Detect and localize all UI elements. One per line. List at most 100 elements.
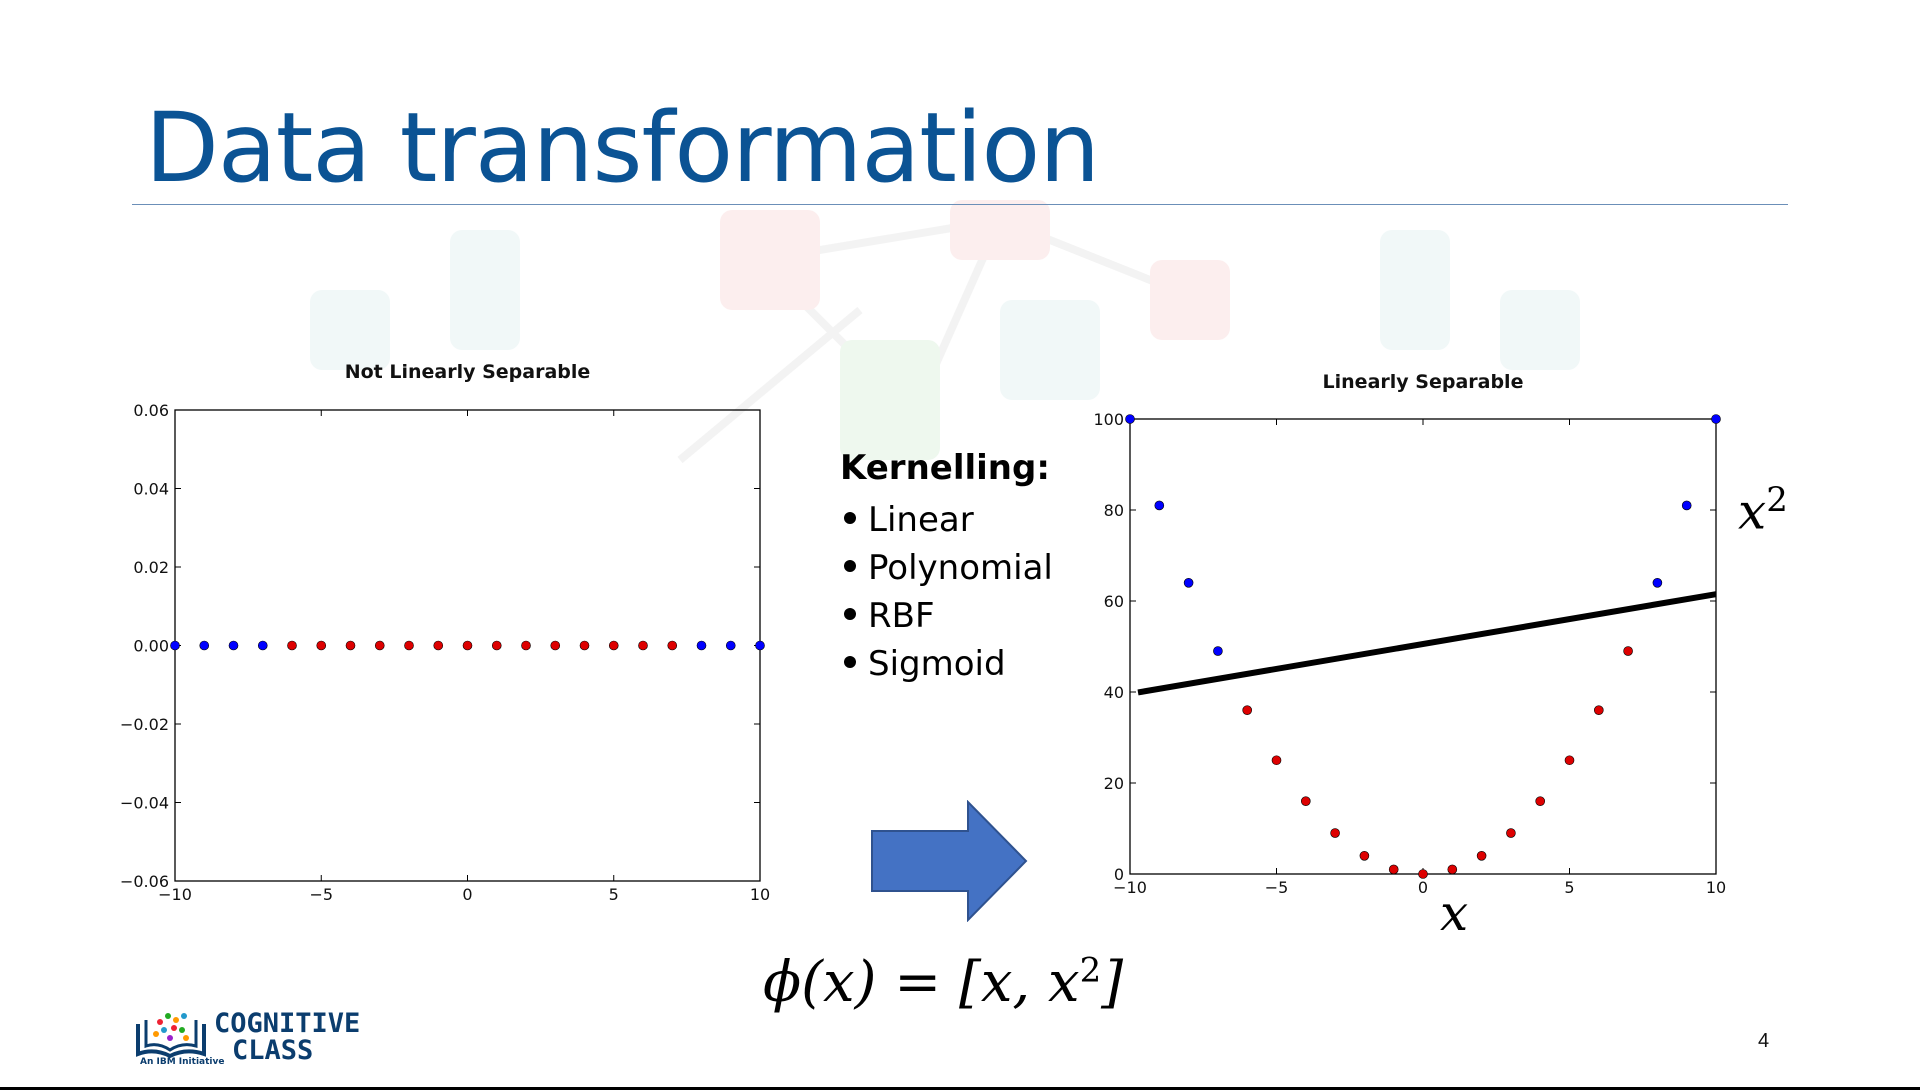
x-tick-label: 0: [1418, 878, 1428, 897]
left-chart-point: [491, 640, 502, 651]
right-chart-point: [1476, 850, 1487, 861]
y-tick-label: 0.06: [133, 401, 169, 420]
y-tick-label: 100: [1093, 410, 1124, 429]
left-chart-point: [521, 640, 531, 651]
right-chart-point: [1681, 500, 1692, 511]
kernel-item-rbf: RBF: [840, 592, 1053, 640]
slide-title: Data transformation: [145, 92, 1100, 204]
y-tick-label: −0.04: [120, 794, 169, 813]
left-chart-point: [725, 640, 736, 651]
kernel-item-linear: Linear: [840, 496, 1053, 544]
kernelling-heading: Kernelling:: [840, 448, 1050, 488]
x-tick-label: −5: [1265, 878, 1289, 897]
y-tick-label: 60: [1104, 592, 1124, 611]
y-tick-label: 0.02: [133, 558, 169, 577]
right-chart-point: [1301, 796, 1311, 807]
bullet-icon: [844, 512, 856, 524]
background-network-graphic: [310, 200, 1580, 464]
y-tick-label: 0: [1114, 865, 1124, 884]
left-chart-point: [404, 640, 414, 651]
y-axis-math-exponent: 2: [1766, 480, 1788, 520]
right-chart-point: [1330, 828, 1340, 838]
left-chart-point: [257, 640, 268, 651]
y-tick-label: −0.02: [120, 715, 169, 734]
left-chart-point: [345, 640, 356, 651]
formula-main: ϕ(x) = [x, x: [763, 950, 1080, 1015]
x-tick-label: 10: [750, 885, 770, 904]
left-chart-point: [696, 640, 707, 651]
y-tick-label: 0.00: [133, 637, 169, 656]
formula-close: ]: [1101, 950, 1124, 1015]
right-chart-title: Linearly Separable: [1323, 371, 1524, 393]
y-tick-label: −0.06: [120, 872, 169, 891]
x-tick-label: 10: [1706, 878, 1726, 897]
right-chart-point: [1359, 850, 1370, 861]
left-chart-point: [550, 640, 561, 651]
right-chart-point: [1125, 414, 1135, 424]
right-chart-point: [1506, 828, 1516, 838]
left-chart-point: [433, 640, 444, 651]
right-chart-point: [1213, 646, 1223, 656]
y-axis-math-base: x: [1738, 482, 1767, 541]
left-chart-point: [228, 640, 239, 651]
logo-line-2: CLASS: [232, 1035, 314, 1066]
right-chart-point: [1242, 705, 1252, 716]
y-axis-math-label: x2: [1738, 480, 1788, 541]
right-chart-point: [1711, 414, 1721, 424]
y-tick-label: 20: [1104, 774, 1124, 793]
kernelling-panel: Kernelling: Linear Polynomial RBF Sigmoi…: [840, 448, 1053, 688]
right-chart-point: [1535, 796, 1545, 807]
kernel-item-polynomial: Polynomial: [840, 544, 1053, 592]
x-tick-label: −10: [1113, 878, 1147, 897]
left-chart-point: [608, 640, 619, 651]
title-divider: [132, 204, 1788, 205]
slide-number: 4: [1758, 1030, 1770, 1052]
x-tick-label: 5: [609, 885, 619, 904]
kernel-label: Linear: [868, 500, 974, 540]
y-tick-label: 0.04: [133, 480, 169, 499]
left-chart-point: [287, 640, 297, 651]
right-arrow-icon: [871, 800, 1028, 922]
right-chart-point: [1623, 646, 1633, 656]
left-chart-point: [579, 640, 590, 651]
right-chart-point: [1271, 755, 1282, 766]
kernel-label: RBF: [868, 596, 935, 636]
x-tick-label: 0: [462, 885, 472, 904]
right-chart-point: [1594, 705, 1604, 716]
formula-exponent: 2: [1079, 950, 1102, 991]
left-chart-point: [316, 640, 327, 651]
logo-tagline: An IBM Initiative: [140, 1057, 225, 1067]
bullet-icon: [844, 608, 856, 620]
x-axis-math-label: x: [1440, 884, 1469, 942]
x-tick-label: −5: [309, 885, 333, 904]
right-chart-point: [1183, 577, 1194, 588]
y-tick-label: 40: [1104, 683, 1124, 702]
bullet-icon: [844, 560, 856, 572]
cognitive-class-logo-icon: [136, 1013, 206, 1059]
right-chart-point: [1564, 755, 1575, 766]
right-chart-point: [1447, 864, 1458, 875]
kernel-item-sigmoid: Sigmoid: [840, 640, 1053, 688]
left-chart-point: [638, 640, 648, 651]
kernel-list: Linear Polynomial RBF Sigmoid: [840, 496, 1053, 688]
left-chart-point: [374, 640, 385, 651]
left-chart-point: [667, 640, 678, 651]
x-tick-label: −10: [158, 885, 192, 904]
kernel-label: Sigmoid: [868, 644, 1006, 684]
logo-wordmark: COGNITIVE CLASS: [214, 1010, 360, 1064]
left-chart-title: Not Linearly Separable: [345, 361, 591, 383]
left-chart-point: [462, 640, 473, 651]
right-chart-point: [1418, 869, 1428, 879]
transformation-formula: ϕ(x) = [x, x2]: [763, 950, 1123, 1015]
bullet-icon: [844, 656, 856, 668]
right-chart-point: [1388, 864, 1399, 875]
left-chart-point: [199, 640, 210, 651]
kernel-label: Polynomial: [868, 548, 1053, 588]
left-chart-point: [755, 640, 765, 651]
bottom-border: [0, 1087, 1920, 1090]
right-chart-point: [1652, 577, 1663, 588]
separator-line: [1137, 591, 1717, 696]
right-chart-point: [1154, 500, 1165, 511]
logo-line-1: COGNITIVE: [214, 1008, 361, 1039]
